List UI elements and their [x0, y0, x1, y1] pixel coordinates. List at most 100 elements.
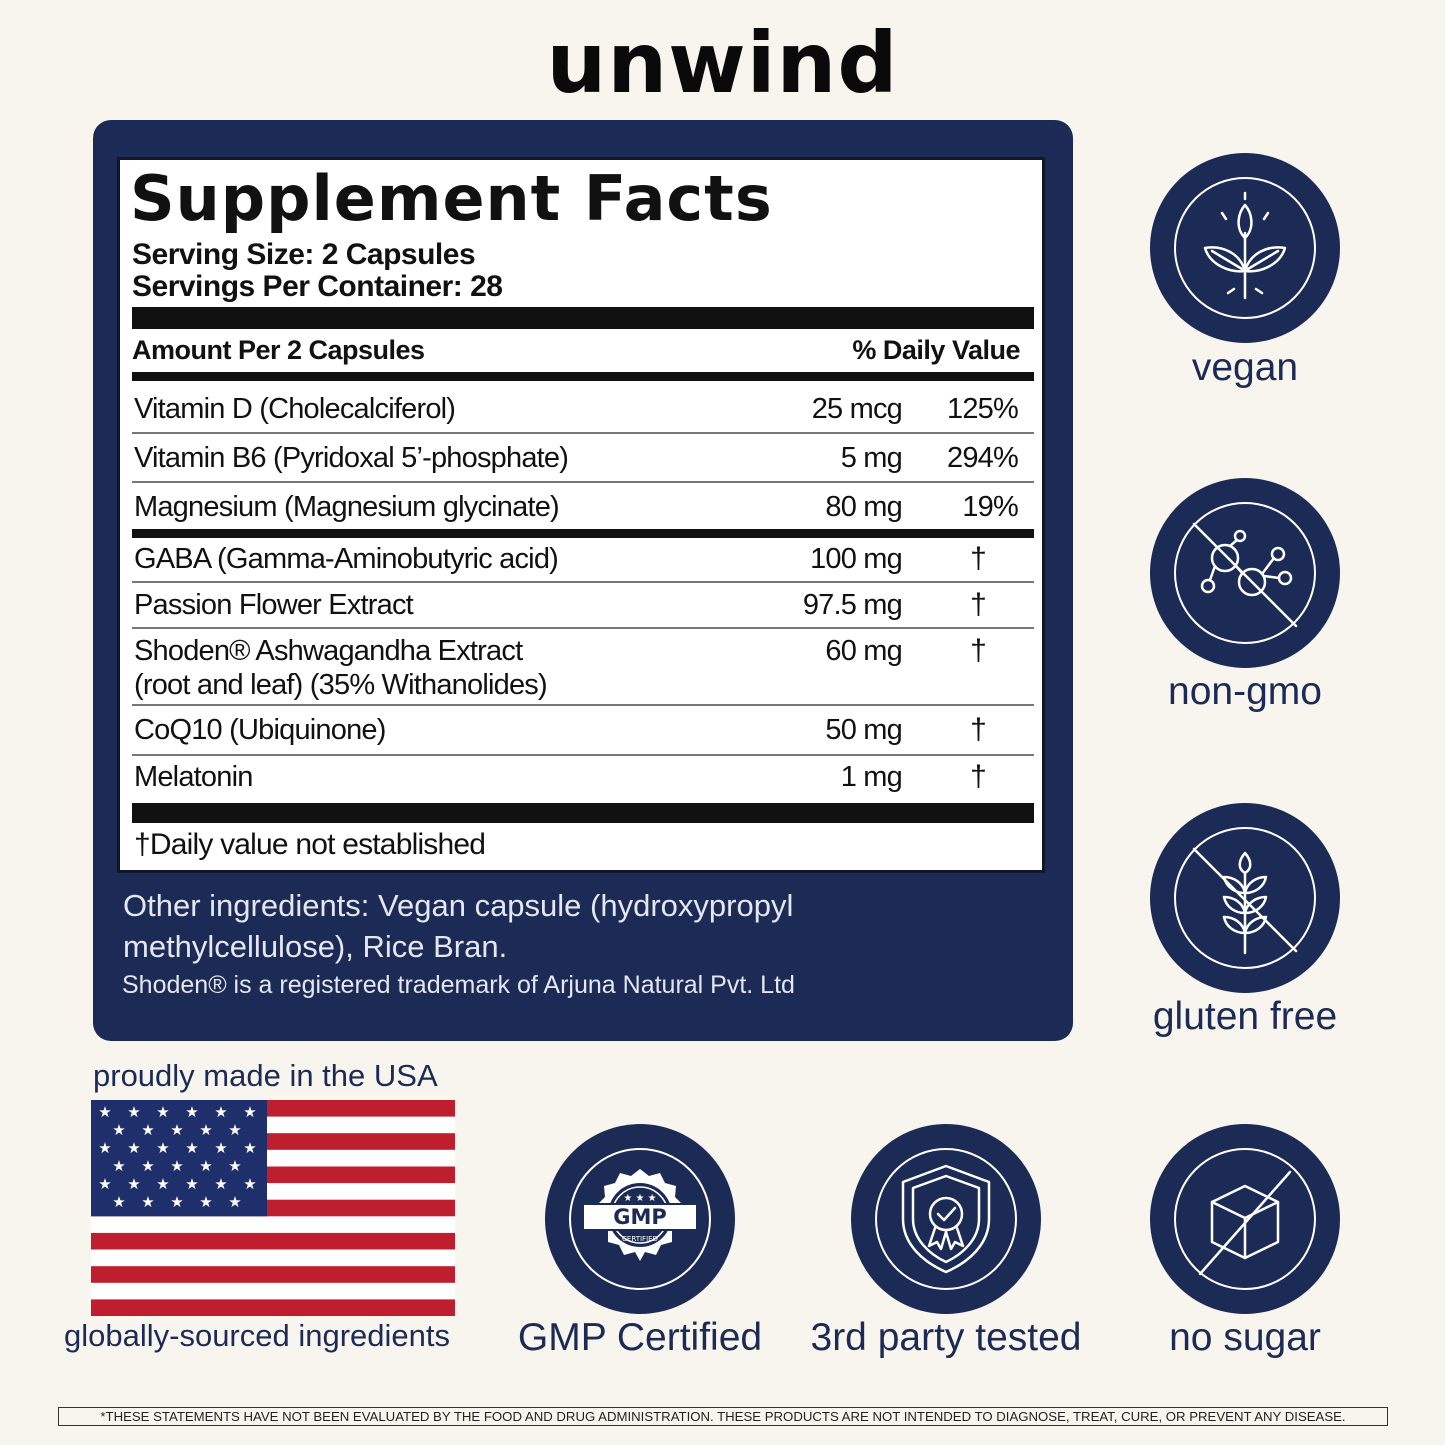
- ingredient-amount: 80 mg: [825, 491, 902, 523]
- ingredient-amount: 5 mg: [840, 442, 903, 474]
- ingredient-dv: †: [970, 634, 987, 667]
- badge-ring: [1174, 827, 1316, 969]
- amount-header: Amount Per 2 Capsules: [132, 335, 425, 365]
- ingredient-dv: †: [970, 542, 987, 575]
- no-sugar-cube-icon: [1198, 1170, 1292, 1276]
- vegan-badge: [1150, 153, 1340, 343]
- row-divider: [132, 581, 1034, 583]
- ingredient-amount: 97.5 mg: [802, 589, 903, 621]
- ingredient-name: Shoden® Ashwagandha Extract: [134, 635, 523, 667]
- svg-text:★: ★: [214, 1139, 227, 1157]
- svg-text:★: ★: [98, 1103, 111, 1121]
- svg-text:★: ★: [199, 1121, 212, 1139]
- third-party-badge: [851, 1124, 1041, 1314]
- svg-text:★: ★: [170, 1121, 183, 1139]
- ingredient-amount: 1 mg: [840, 761, 903, 793]
- svg-text:★: ★: [214, 1175, 227, 1193]
- medium-divider: [132, 529, 1034, 538]
- ingredient-name: Vitamin B6 (Pyridoxal 5’-phosphate): [134, 442, 569, 474]
- svg-text:★: ★: [170, 1157, 183, 1175]
- svg-text:★: ★: [228, 1193, 241, 1211]
- ingredient-dv: †: [970, 713, 987, 746]
- svg-text:★: ★: [141, 1121, 154, 1139]
- badge-ring: [1174, 1148, 1316, 1290]
- non-gmo-badge: [1150, 478, 1340, 668]
- svg-text:★: ★: [214, 1103, 227, 1121]
- ingredient-name: GABA (Gamma-Aminobutyric acid): [134, 543, 559, 575]
- third-party-label: 3rd party tested: [810, 1316, 1082, 1359]
- gmp-seal-sub: CERTIFIED: [622, 1235, 658, 1243]
- svg-text:★: ★: [98, 1175, 111, 1193]
- daily-value-header: % Daily Value: [852, 335, 1020, 365]
- serving-size: Serving Size: 2 Capsules: [132, 238, 476, 271]
- servings-per-container: Servings Per Container: 28: [132, 270, 503, 303]
- svg-text:★: ★: [170, 1193, 183, 1211]
- badge-ring: [875, 1148, 1017, 1290]
- ingredient-amount: 60 mg: [825, 635, 902, 667]
- trademark-note: Shoden® is a registered trademark of Arj…: [122, 971, 795, 999]
- svg-text:★: ★: [141, 1193, 154, 1211]
- svg-text:★: ★: [127, 1139, 140, 1157]
- thick-divider: [132, 803, 1034, 823]
- ingredient-dv: 19%: [962, 491, 1018, 523]
- row-divider: [132, 627, 1034, 629]
- ingredient-dv: 125%: [947, 393, 1019, 425]
- ingredient-amount: 50 mg: [825, 714, 902, 746]
- brand-title: unwind: [546, 14, 899, 112]
- badge-ring: [1174, 177, 1316, 319]
- ingredient-name: CoQ10 (Ubiquinone): [134, 714, 386, 746]
- svg-text:★: ★: [156, 1139, 169, 1157]
- ingredient-amount: 100 mg: [810, 543, 903, 575]
- dv-footnote: †Daily value not established: [134, 828, 486, 861]
- row-divider: [132, 432, 1034, 434]
- svg-text:★: ★: [98, 1139, 111, 1157]
- svg-text:★: ★: [185, 1139, 198, 1157]
- ingredient-name: Vitamin D (Cholecalciferol): [134, 393, 456, 425]
- svg-text:★: ★: [127, 1175, 140, 1193]
- svg-text:★: ★: [228, 1121, 241, 1139]
- made-in-usa-label: proudly made in the USA: [93, 1058, 438, 1093]
- ingredient-dv: †: [970, 760, 987, 793]
- svg-text:★: ★: [156, 1103, 169, 1121]
- badge-ring: [569, 1148, 711, 1290]
- gluten-free-badge: [1150, 803, 1340, 993]
- facts-title: Supplement Facts: [130, 162, 773, 235]
- ingredient-name-detail: (root and leaf) (35% Withanolides): [134, 669, 548, 701]
- row-divider: [132, 481, 1034, 483]
- medium-divider: [132, 372, 1034, 381]
- gmp-seal-icon: GMP ★ ★ ★ CERTIFIED: [582, 1169, 698, 1261]
- leaf-sprout-icon: [1203, 191, 1287, 300]
- svg-text:★: ★: [243, 1175, 256, 1193]
- svg-text:★: ★: [141, 1157, 154, 1175]
- ingredient-name: Passion Flower Extract: [134, 589, 414, 621]
- other-ingredients: Other ingredients: Vegan capsule (hydrox…: [123, 888, 794, 964]
- svg-text:★: ★: [112, 1193, 125, 1211]
- ingredient-name: Melatonin: [134, 761, 253, 793]
- svg-text:★: ★: [199, 1193, 212, 1211]
- gmp-label: GMP Certified: [517, 1316, 763, 1359]
- svg-text:★: ★: [185, 1103, 198, 1121]
- vegan-label: vegan: [1191, 346, 1299, 389]
- svg-text:★: ★: [243, 1103, 256, 1121]
- svg-text:★ ★ ★: ★ ★ ★: [623, 1193, 656, 1204]
- svg-text:★: ★: [199, 1157, 212, 1175]
- ingredient-name: Magnesium (Magnesium glycinate): [134, 491, 560, 523]
- ingredient-dv: 294%: [947, 442, 1019, 474]
- row-divider: [132, 754, 1034, 756]
- shield-check-icon: [901, 1164, 991, 1274]
- gmp-seal-text: GMP: [613, 1205, 667, 1229]
- no-sugar-label: no sugar: [1169, 1316, 1321, 1359]
- svg-text:★: ★: [185, 1175, 198, 1193]
- svg-text:★: ★: [127, 1103, 140, 1121]
- non-gmo-label: non-gmo: [1168, 670, 1322, 713]
- fda-disclaimer: *THESE STATEMENTS HAVE NOT BEEN EVALUATE…: [58, 1407, 1388, 1426]
- usa-flag-icon: ★ ★ ★ ★ ★ ★ ★ ★ ★ ★ ★ ★ ★ ★ ★ ★ ★ ★ ★ ★ ★ ★ ★ ★ ★ ★ ★ ★ ★ ★ ★ ★ ★: [91, 1100, 455, 1316]
- gmp-badge: GMP ★ ★ ★ CERTIFIED: [545, 1124, 735, 1314]
- svg-text:★: ★: [156, 1175, 169, 1193]
- svg-text:★: ★: [112, 1157, 125, 1175]
- row-divider: [132, 704, 1034, 706]
- no-sugar-badge: [1150, 1124, 1340, 1314]
- thick-divider: [132, 307, 1034, 329]
- globally-sourced-label: globally-sourced ingredients: [64, 1318, 451, 1353]
- no-wheat-icon: [1192, 847, 1298, 955]
